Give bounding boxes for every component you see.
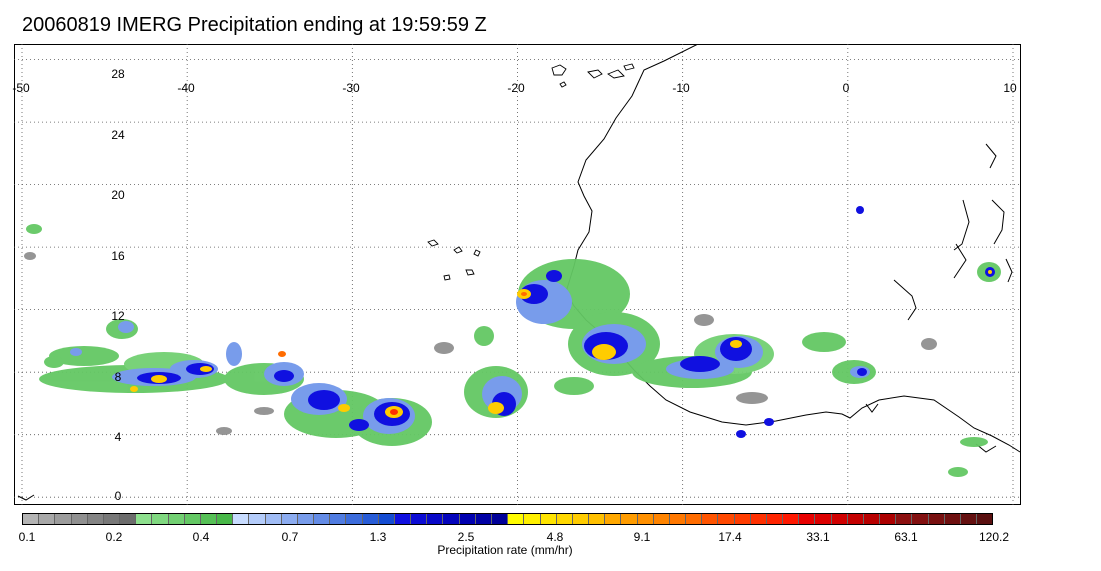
colorbar-tick: 33.1 (806, 530, 830, 544)
colorbar-swatch (297, 514, 315, 524)
colorbar-tick: 0.4 (192, 530, 210, 544)
colorbar-swatch (23, 514, 40, 524)
colorbar-swatch (152, 514, 169, 524)
colorbar-swatch (847, 514, 864, 524)
lat-label-4: 4 (114, 430, 122, 444)
colorbar-swatch (411, 514, 428, 524)
colorbar-swatch (928, 514, 945, 524)
lat-label-20: 20 (111, 188, 125, 202)
colorbar-swatch (912, 514, 929, 524)
lon-label-30w: -30 (342, 81, 360, 95)
lat-label-0: 0 (114, 489, 122, 503)
colorbar-swatch (766, 514, 784, 524)
colorbar-swatch (686, 514, 703, 524)
colorbar-swatch (394, 514, 412, 524)
colorbar-swatch (896, 514, 913, 524)
colorbar-swatch (249, 514, 266, 524)
colorbar-tick: 9.1 (633, 530, 651, 544)
colorbar-swatch (589, 514, 606, 524)
colorbar-swatch (880, 514, 897, 524)
colorbar-swatch (605, 514, 622, 524)
colorbar-tick: 2.5 (457, 530, 475, 544)
colorbar-swatch (524, 514, 541, 524)
colorbar-tick: 0.7 (281, 530, 299, 544)
colorbar-tick: 4.8 (546, 530, 564, 544)
lat-label-16: 16 (111, 249, 125, 263)
colorbar-swatch (378, 514, 395, 524)
colorbar-swatch (233, 514, 250, 524)
precipitation-map (14, 44, 1021, 505)
colorbar-swatch (39, 514, 56, 524)
colorbar-tick: 1.3 (369, 530, 387, 544)
colorbar-tick: 0.2 (105, 530, 123, 544)
colorbar-swatch (265, 514, 282, 524)
map-title: 20060819 IMERG Precipitation ending at 1… (22, 14, 487, 36)
islands (427, 63, 635, 281)
colorbar-swatch (815, 514, 832, 524)
colorbar-swatch (669, 514, 687, 524)
colorbar-tick: 63.1 (894, 530, 918, 544)
colorbar-swatch (71, 514, 88, 524)
colorbar-swatch (120, 514, 137, 524)
colorbar-swatch (443, 514, 460, 524)
lat-label-12: 12 (111, 309, 125, 323)
colorbar-tick: 17.4 (718, 530, 742, 544)
colorbar-swatch (491, 514, 509, 524)
colorbar-label: Precipitation rate (mm/hr) (437, 543, 573, 557)
colorbar-swatch (977, 514, 993, 524)
lon-label-40w: -40 (177, 81, 195, 95)
colorbar-swatch (136, 514, 153, 524)
colorbar-swatch (734, 514, 751, 524)
colorbar-swatch (217, 514, 234, 524)
colorbar-swatch (702, 514, 719, 524)
colorbar-swatch (540, 514, 557, 524)
colorbar-swatch (572, 514, 590, 524)
colorbar-swatch (944, 514, 961, 524)
lon-label-50w: -50 (12, 81, 30, 95)
map-frame (14, 44, 1021, 505)
lon-label-20w: -20 (507, 81, 525, 95)
colorbar-swatch (87, 514, 104, 524)
colorbar-swatch (831, 514, 848, 524)
colorbar-swatch (427, 514, 444, 524)
colorbar-swatch (184, 514, 201, 524)
colorbar-swatch (103, 514, 121, 524)
lat-label-24: 24 (111, 128, 125, 142)
colorbar-swatch (718, 514, 735, 524)
colorbar-swatch (55, 514, 72, 524)
lon-label-10w: -10 (672, 81, 690, 95)
colorbar (22, 513, 993, 525)
colorbar-swatch (362, 514, 379, 524)
colorbar-swatch (863, 514, 881, 524)
colorbar-swatch (475, 514, 492, 524)
colorbar-swatch (346, 514, 363, 524)
colorbar-swatch (960, 514, 978, 524)
colorbar-swatch (314, 514, 331, 524)
colorbar-swatch (330, 514, 347, 524)
colorbar-swatch (799, 514, 816, 524)
colorbar-swatch (168, 514, 185, 524)
colorbar-swatch (200, 514, 218, 524)
colorbar-swatch (653, 514, 670, 524)
colorbar-swatch (508, 514, 525, 524)
colorbar-swatch (637, 514, 654, 524)
colorbar-swatch (459, 514, 476, 524)
colorbar-tick: 0.1 (18, 530, 36, 544)
lon-label-0: 0 (842, 81, 850, 95)
colorbar-swatch (783, 514, 800, 524)
colorbar-tick: 120.2 (978, 530, 1010, 544)
colorbar-swatch (281, 514, 298, 524)
colorbar-swatch (750, 514, 767, 524)
precipitation-intense (130, 270, 992, 418)
lat-label-28: 28 (111, 67, 125, 81)
colorbar-swatch (556, 514, 573, 524)
lat-label-8: 8 (114, 370, 122, 384)
colorbar-swatch (621, 514, 638, 524)
lon-label-10e: 10 (1003, 81, 1017, 95)
